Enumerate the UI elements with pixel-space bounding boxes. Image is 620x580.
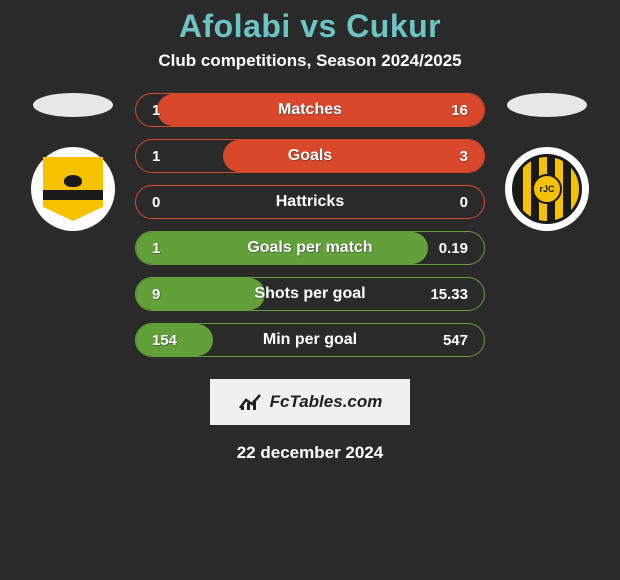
- stat-right-value: 16: [422, 102, 484, 119]
- stat-label: Hattricks: [198, 193, 422, 211]
- subtitle: Club competitions, Season 2024/2025: [0, 51, 620, 71]
- stat-row: 1Goals per match0.19: [135, 231, 485, 265]
- stat-row: 0Hattricks0: [135, 185, 485, 219]
- stat-right-value: 3: [422, 148, 484, 165]
- stat-label: Min per goal: [198, 331, 422, 349]
- footer-date: 22 december 2024: [0, 443, 620, 463]
- stat-row: 1Goals3: [135, 139, 485, 173]
- team-right-crest: rJC: [505, 147, 589, 231]
- stat-row: 154Min per goal547: [135, 323, 485, 357]
- crest-center-text: rJC: [532, 174, 562, 204]
- stat-label: Shots per goal: [198, 285, 422, 303]
- team-right-col: rJC: [497, 93, 597, 231]
- stat-left-value: 9: [136, 286, 198, 303]
- comparison-card: Afolabi vs Cukur Club competitions, Seas…: [0, 0, 620, 463]
- stat-left-value: 1: [136, 102, 198, 119]
- stat-label: Matches: [198, 101, 422, 119]
- main-row: 1Matches161Goals30Hattricks01Goals per m…: [0, 93, 620, 357]
- page-title: Afolabi vs Cukur: [0, 8, 620, 45]
- player-left-oval: [33, 93, 113, 117]
- stat-right-value: 0: [422, 194, 484, 211]
- stat-right-value: 15.33: [422, 286, 484, 303]
- stat-right-value: 547: [422, 332, 484, 349]
- player-right-oval: [507, 93, 587, 117]
- stripes-icon: rJC: [512, 154, 582, 224]
- footer-brand: FcTables.com: [210, 379, 410, 425]
- shield-icon: [43, 157, 103, 221]
- stat-row: 9Shots per goal15.33: [135, 277, 485, 311]
- team-left-col: [23, 93, 123, 231]
- animal-icon: [64, 175, 82, 187]
- stat-left-value: 154: [136, 332, 198, 349]
- team-left-crest: [31, 147, 115, 231]
- stat-label: Goals per match: [198, 239, 422, 257]
- stat-left-value: 0: [136, 194, 198, 211]
- stat-left-value: 1: [136, 148, 198, 165]
- stats-list: 1Matches161Goals30Hattricks01Goals per m…: [135, 93, 485, 357]
- stat-row: 1Matches16: [135, 93, 485, 127]
- chart-icon: [238, 392, 264, 412]
- stat-label: Goals: [198, 147, 422, 165]
- stat-right-value: 0.19: [422, 240, 484, 257]
- footer-brand-text: FcTables.com: [270, 392, 383, 412]
- stat-left-value: 1: [136, 240, 198, 257]
